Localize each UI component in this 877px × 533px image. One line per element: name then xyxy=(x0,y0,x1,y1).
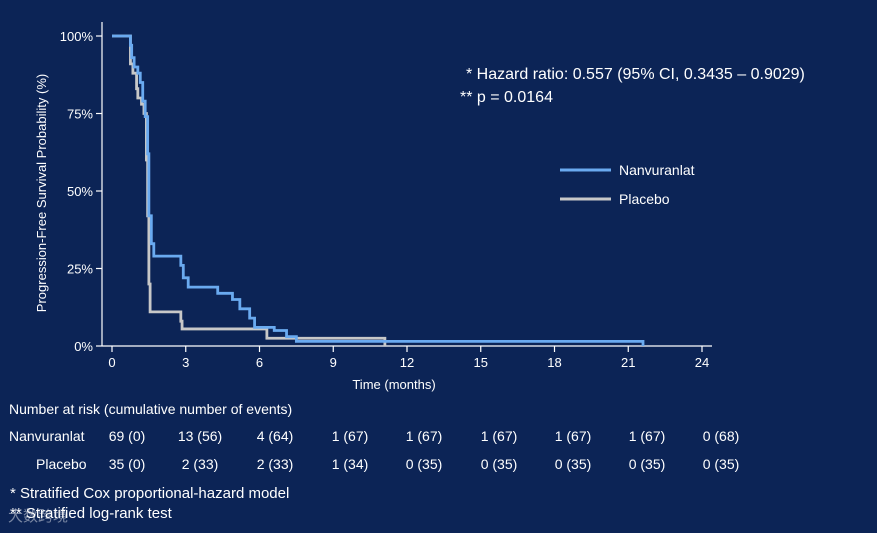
y-tick-label: 100% xyxy=(60,29,94,44)
p-value-annotation: ** p = 0.0164 xyxy=(460,89,553,106)
risk-cell: 2 (33) xyxy=(256,456,294,472)
footnote-logrank: ** Stratified log-rank test xyxy=(10,505,172,522)
risk-cell: 35 (0) xyxy=(108,456,146,472)
y-tick-label: 25% xyxy=(67,262,93,277)
risk-cell: 0 (35) xyxy=(405,456,443,472)
x-tick-label: 12 xyxy=(400,355,414,370)
hazard-ratio-annotation: * Hazard ratio: 0.557 (95% CI, 0.3435 – … xyxy=(466,66,805,83)
risk-cell: 2 (33) xyxy=(181,456,219,472)
legend-label-nanvuranlat: Nanvuranlat xyxy=(619,162,695,178)
x-tick-label: 9 xyxy=(330,355,337,370)
risk-cell: 0 (35) xyxy=(480,456,518,472)
risk-cell: 1 (67) xyxy=(554,428,592,444)
x-tick-label: 0 xyxy=(108,355,115,370)
x-tick-label: 3 xyxy=(182,355,189,370)
footnote-cox: * Stratified Cox proportional-hazard mod… xyxy=(10,485,290,502)
risk-cell: 1 (67) xyxy=(331,428,369,444)
risk-cell: 69 (0) xyxy=(108,428,146,444)
legend-label-placebo: Placebo xyxy=(619,191,670,207)
risk-table-title: Number at risk (cumulative number of eve… xyxy=(9,401,293,417)
y-tick-label: 50% xyxy=(67,184,93,199)
x-tick-label: 18 xyxy=(547,355,561,370)
risk-row-label-nanvuranlat: Nanvuranlat xyxy=(9,428,85,444)
series-line-placebo xyxy=(112,34,387,346)
y-tick-label: 75% xyxy=(67,107,93,122)
watermark-text: 大数跨境 xyxy=(8,508,69,525)
risk-cell: 0 (35) xyxy=(702,456,740,472)
risk-cell: 4 (64) xyxy=(256,428,294,444)
risk-cell: 13 (56) xyxy=(177,428,223,444)
risk-cell: 0 (35) xyxy=(628,456,666,472)
x-axis-label: Time (months) xyxy=(352,377,435,392)
x-tick-label: 21 xyxy=(621,355,635,370)
risk-cell: 0 (68) xyxy=(702,428,740,444)
y-tick-label: 0% xyxy=(74,339,93,354)
x-tick-label: 6 xyxy=(256,355,263,370)
risk-cell: 1 (67) xyxy=(628,428,666,444)
risk-row-label-placebo: Placebo xyxy=(36,456,87,472)
risk-cell: 0 (35) xyxy=(554,456,592,472)
series-line-nanvuranlat xyxy=(112,34,645,346)
km-chart: 0% 25% 50% 75% 100% 0 3 6 9 12 15 18 21 24 Time (month… xyxy=(34,22,805,392)
y-axis-label: Progression-Free Survival Probability (%… xyxy=(34,74,49,312)
risk-cell: 1 (67) xyxy=(480,428,518,444)
x-tick-label: 15 xyxy=(474,355,488,370)
x-tick-label: 24 xyxy=(695,355,709,370)
risk-cell: 1 (34) xyxy=(331,456,369,472)
risk-cell: 1 (67) xyxy=(405,428,443,444)
